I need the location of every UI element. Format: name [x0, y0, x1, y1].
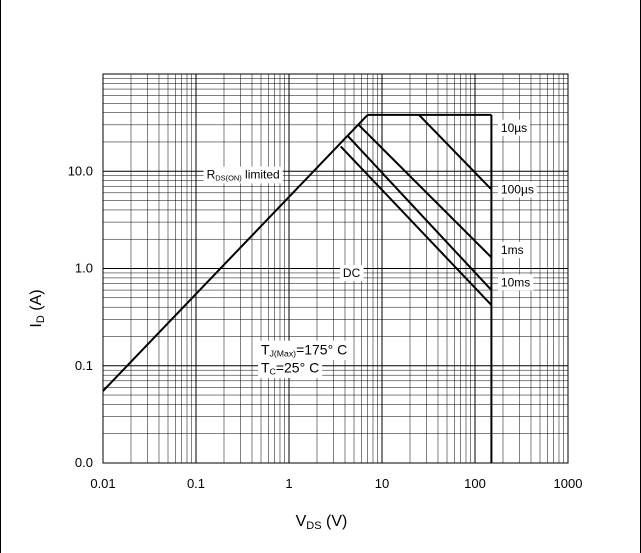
- axis-titles: VDS (V) ID (A): [28, 289, 347, 531]
- series-line-100us: [418, 114, 493, 191]
- svg-text:TC=25° C: TC=25° C: [261, 360, 319, 377]
- y-tick-label: 0.0: [75, 455, 93, 470]
- x-tick-label: 100: [464, 476, 486, 491]
- x-axis-title: VDS (V): [296, 513, 348, 532]
- x-tick-label: 0.1: [187, 476, 205, 491]
- annotation-1ms: 1ms: [497, 241, 527, 258]
- svg-text:100µs: 100µs: [501, 182, 534, 196]
- svg-text:RDS(ON) limited: RDS(ON) limited: [207, 168, 280, 183]
- tick-labels: 0.01 0.1 1 10 100 1000 0.0 0.1 1.0 10.0: [68, 163, 583, 491]
- y-tick-label: 10.0: [68, 163, 93, 178]
- plot-area: [102, 73, 569, 464]
- annotation-10ms: 10ms: [497, 274, 534, 291]
- condition-tj: TJ(Max)=175° C: [258, 340, 351, 360]
- annotation-10us: 10µs: [497, 119, 531, 136]
- y-tick-label: 0.1: [75, 358, 93, 373]
- rds-on-limited-label: RDS(ON) limited: [203, 166, 283, 184]
- svg-text:DC: DC: [343, 266, 361, 280]
- x-tick-label: 1: [285, 476, 292, 491]
- svg-text:10µs: 10µs: [501, 121, 527, 135]
- x-tick-label: 10: [375, 476, 389, 491]
- series-line-dc: [339, 145, 493, 306]
- series-line-rds: [102, 114, 369, 392]
- svg-text:10ms: 10ms: [501, 275, 530, 289]
- annotation-100us: 100µs: [497, 181, 537, 198]
- x-tick-label: 1000: [554, 476, 583, 491]
- x-tick-label: 0.01: [90, 476, 115, 491]
- series-line-1ms: [357, 124, 493, 259]
- series-line-10ms: [347, 135, 493, 291]
- grid: [103, 74, 568, 463]
- y-tick-label: 1.0: [75, 261, 93, 276]
- svg-text:1ms: 1ms: [501, 243, 524, 257]
- svg-text:TJ(Max)=175° C: TJ(Max)=175° C: [261, 342, 347, 359]
- annotation-dc: DC: [339, 264, 364, 281]
- y-axis-title: ID (A): [28, 289, 47, 327]
- condition-tc: TC=25° C: [258, 358, 323, 378]
- plot-frame: [102, 73, 569, 464]
- series-group: [102, 113, 493, 463]
- labels-group: 10µs 100µs 1ms 10ms DC RDS(ON) limited TJ(Max)…: [203, 119, 537, 378]
